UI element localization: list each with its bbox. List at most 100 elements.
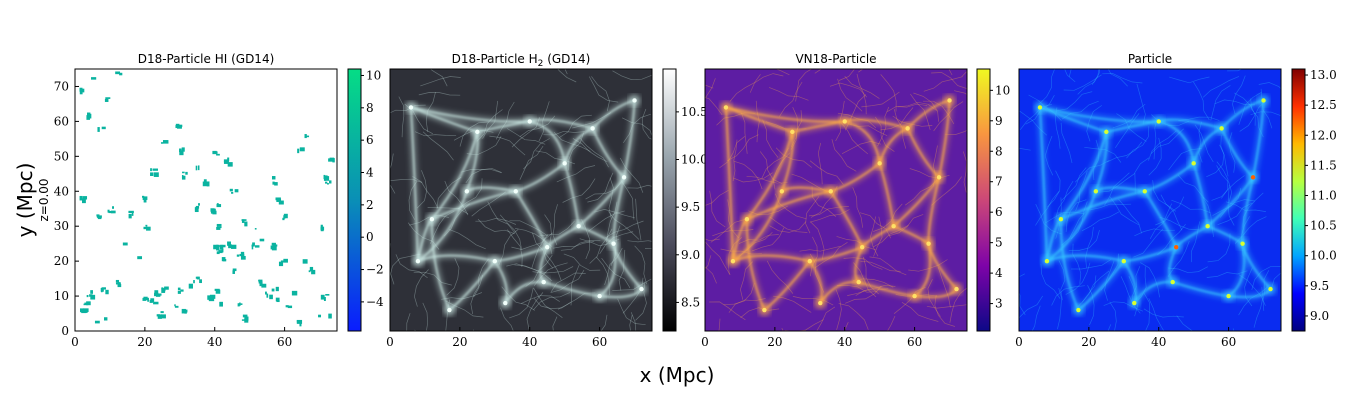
filament xyxy=(1068,69,1072,77)
filament xyxy=(1216,161,1229,199)
hi-blob xyxy=(231,191,234,194)
filament xyxy=(1109,301,1117,331)
colorbar xyxy=(976,68,991,332)
hi-blob xyxy=(327,183,329,185)
halo-core xyxy=(1205,224,1210,229)
hi-blob xyxy=(239,302,241,306)
x-axis-label: x (Mpc) xyxy=(640,363,715,387)
filament xyxy=(570,264,580,306)
hi-blob xyxy=(216,289,218,292)
filament xyxy=(630,312,637,331)
colorbar-tick-label: 7 xyxy=(995,175,1003,189)
hi-blob xyxy=(272,244,278,247)
panel-3: 0 20 40 60 VN18-Particle 3 4 5 6 7 8 9 10 xyxy=(701,52,1010,349)
hi-blob xyxy=(320,294,325,300)
halo-core xyxy=(828,189,833,194)
filament xyxy=(1082,270,1110,303)
halo-core xyxy=(475,129,480,135)
filament xyxy=(1148,137,1162,176)
hi-blob xyxy=(297,148,300,154)
filament xyxy=(420,76,461,87)
filament xyxy=(1207,233,1231,263)
filament xyxy=(852,187,864,228)
hi-blob xyxy=(174,304,176,307)
halo-core xyxy=(1240,241,1245,246)
colorbar-tick-label: 9 xyxy=(995,114,1003,128)
filament xyxy=(1211,175,1245,201)
hi-blob xyxy=(143,198,147,203)
filament xyxy=(1060,122,1073,163)
colorbar-tick-label: 10.5 xyxy=(1310,219,1337,233)
filament xyxy=(1060,190,1146,220)
hi-blob xyxy=(216,248,220,251)
hi-blob xyxy=(216,226,222,229)
hi-blob xyxy=(117,282,121,286)
hi-blob xyxy=(105,97,108,101)
hi-blob xyxy=(261,283,267,288)
hi-blob xyxy=(179,148,182,153)
hi-blob xyxy=(223,159,229,163)
hi-blob xyxy=(222,258,227,262)
colorbar xyxy=(347,68,362,332)
filament xyxy=(845,285,882,304)
hi-blob xyxy=(219,244,223,248)
filament xyxy=(445,300,484,318)
hi-blob xyxy=(271,288,275,292)
filament xyxy=(1140,262,1160,298)
filament xyxy=(768,87,809,101)
halo-core xyxy=(1226,293,1231,299)
hi-blob xyxy=(105,97,111,99)
halos xyxy=(719,94,963,317)
filament xyxy=(729,74,761,102)
hi-blob xyxy=(259,238,265,242)
filament xyxy=(1085,227,1094,268)
hi-blob xyxy=(105,289,109,295)
filament xyxy=(1143,293,1150,331)
halo-core xyxy=(1132,300,1137,306)
filament xyxy=(635,198,642,241)
filament xyxy=(612,278,652,291)
halo-core xyxy=(527,119,532,124)
hi-blob xyxy=(160,142,164,144)
filament xyxy=(476,109,503,142)
heatmap-image xyxy=(390,69,652,331)
hi-blob xyxy=(161,287,164,290)
filament xyxy=(880,74,897,112)
filament xyxy=(1251,266,1281,290)
colorbar-tick-label: 0 xyxy=(366,230,374,244)
filament xyxy=(507,128,546,145)
heatmap-image xyxy=(705,69,967,331)
filament xyxy=(792,296,834,306)
colorbar-tick-label: 5 xyxy=(995,236,1003,250)
hi-blob xyxy=(176,124,182,129)
filament xyxy=(769,221,807,233)
filament xyxy=(509,287,534,319)
filament xyxy=(520,295,560,304)
hi-blob xyxy=(275,286,279,292)
filament xyxy=(1102,73,1143,84)
hi-blob xyxy=(216,223,222,227)
filament xyxy=(1232,75,1246,115)
hi-blob xyxy=(285,305,289,308)
halo-core xyxy=(1219,126,1224,131)
halo-core xyxy=(503,300,508,306)
filament xyxy=(705,97,723,116)
filament xyxy=(877,106,890,147)
filament xyxy=(390,153,396,194)
halo-core xyxy=(1044,258,1050,264)
filament xyxy=(1107,69,1128,87)
hi-blob xyxy=(79,308,84,313)
filament xyxy=(1271,272,1281,289)
hi-blob xyxy=(149,299,153,303)
filament xyxy=(1244,267,1253,307)
filament xyxy=(949,287,967,323)
x-tick-label: 40 xyxy=(1151,335,1166,349)
filament xyxy=(1258,82,1281,90)
hi-blob xyxy=(332,158,335,163)
hi-blob xyxy=(83,303,89,306)
halo-core xyxy=(790,129,795,135)
filament xyxy=(429,69,448,87)
halos xyxy=(404,94,648,317)
hi-blob xyxy=(86,294,89,298)
filament xyxy=(1072,243,1082,284)
